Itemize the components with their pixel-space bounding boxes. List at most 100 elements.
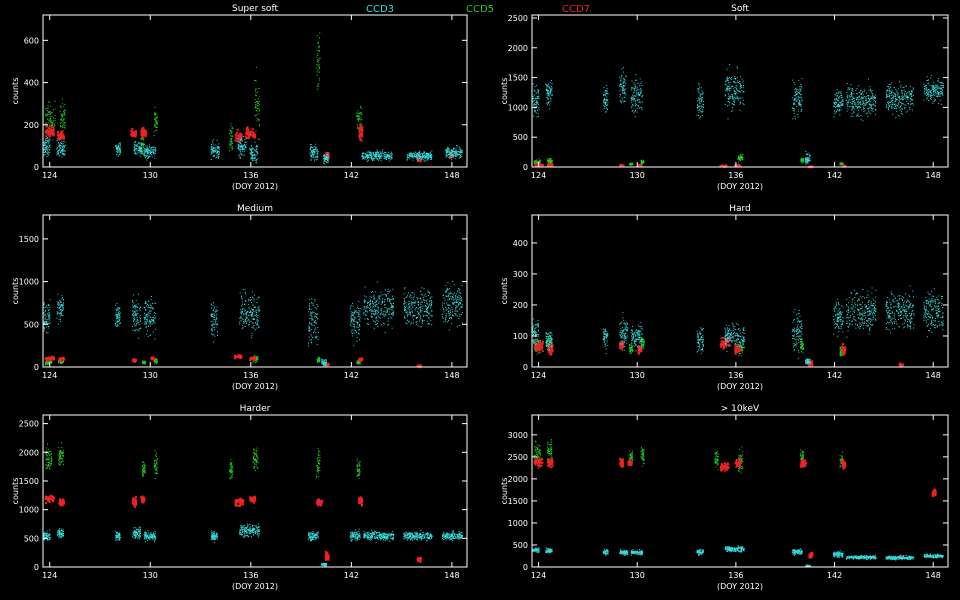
data-point <box>536 103 538 105</box>
data-point <box>216 149 218 151</box>
data-point <box>890 92 892 94</box>
data-point <box>230 125 232 127</box>
data-point <box>116 154 118 156</box>
data-point <box>144 151 146 153</box>
data-point <box>318 83 320 85</box>
data-point <box>385 156 387 158</box>
data-point <box>240 145 241 147</box>
data-point <box>48 360 50 362</box>
data-point <box>538 163 541 166</box>
data-point <box>853 111 855 113</box>
data-point <box>865 103 867 105</box>
data-point <box>141 138 143 140</box>
data-point <box>630 163 632 165</box>
data-point <box>49 356 52 359</box>
data-point <box>701 111 702 113</box>
data-point <box>64 109 66 111</box>
data-point <box>938 87 940 89</box>
data-point <box>841 105 843 106</box>
data-point <box>549 160 551 162</box>
data-point <box>61 127 63 128</box>
data-point <box>153 112 155 114</box>
data-point <box>858 91 860 93</box>
data-point <box>874 100 875 102</box>
data-point <box>638 92 640 94</box>
data-point <box>153 135 155 136</box>
data-point <box>448 156 450 158</box>
data-point <box>857 101 859 103</box>
data-point <box>548 93 550 95</box>
data-point <box>798 103 800 105</box>
y-tick-label: 1500 <box>508 74 528 83</box>
data-point <box>926 92 928 94</box>
data-point <box>743 99 745 101</box>
data-point <box>836 101 838 103</box>
data-point <box>548 157 550 159</box>
data-point <box>896 110 898 112</box>
data-point <box>256 152 258 154</box>
data-point <box>367 157 369 159</box>
data-point <box>633 100 635 102</box>
data-point <box>547 84 549 86</box>
data-point <box>152 151 154 153</box>
data-point <box>606 90 608 92</box>
data-point <box>842 103 844 105</box>
data-point <box>45 132 48 135</box>
data-point <box>726 87 728 89</box>
data-point <box>549 81 551 83</box>
data-point <box>639 88 641 90</box>
data-point <box>901 103 903 105</box>
data-point <box>368 156 370 158</box>
data-point <box>621 75 623 77</box>
data-point <box>801 161 803 163</box>
data-point <box>44 142 46 143</box>
data-point <box>636 92 637 94</box>
data-point <box>938 103 940 104</box>
data-point <box>229 143 231 144</box>
data-point <box>150 149 152 150</box>
data-point <box>864 89 866 91</box>
data-point <box>116 151 118 153</box>
data-point <box>137 149 139 151</box>
data-point <box>897 95 899 97</box>
data-point <box>256 159 258 161</box>
data-point <box>931 87 933 89</box>
data-point <box>47 113 49 115</box>
data-point <box>805 161 807 163</box>
data-point <box>534 161 536 163</box>
data-point <box>729 97 731 99</box>
data-point <box>605 92 607 94</box>
data-point <box>445 156 447 158</box>
data-point <box>358 357 361 360</box>
data-point <box>154 148 156 150</box>
data-point <box>809 159 811 161</box>
data-point <box>546 89 548 91</box>
data-point <box>156 363 157 365</box>
data-point <box>801 157 803 159</box>
data-point <box>62 135 65 138</box>
data-point <box>427 154 429 156</box>
data-point <box>834 93 836 95</box>
data-cluster <box>846 78 877 122</box>
data-point <box>232 136 234 138</box>
data-point <box>315 148 316 150</box>
data-point <box>809 158 811 160</box>
data-point <box>47 110 48 112</box>
data-point <box>317 157 319 158</box>
data-point <box>242 147 244 149</box>
data-point <box>741 153 743 155</box>
data-point <box>460 155 461 157</box>
data-point <box>901 113 903 114</box>
data-point <box>547 159 548 161</box>
data-point <box>742 159 744 160</box>
data-cluster <box>322 152 329 165</box>
data-point <box>422 157 424 159</box>
data-point <box>853 107 855 108</box>
data-point <box>847 87 849 89</box>
data-point <box>727 118 729 120</box>
data-point <box>699 96 701 98</box>
data-point <box>833 105 835 107</box>
data-point <box>607 102 609 104</box>
data-point <box>536 96 538 98</box>
